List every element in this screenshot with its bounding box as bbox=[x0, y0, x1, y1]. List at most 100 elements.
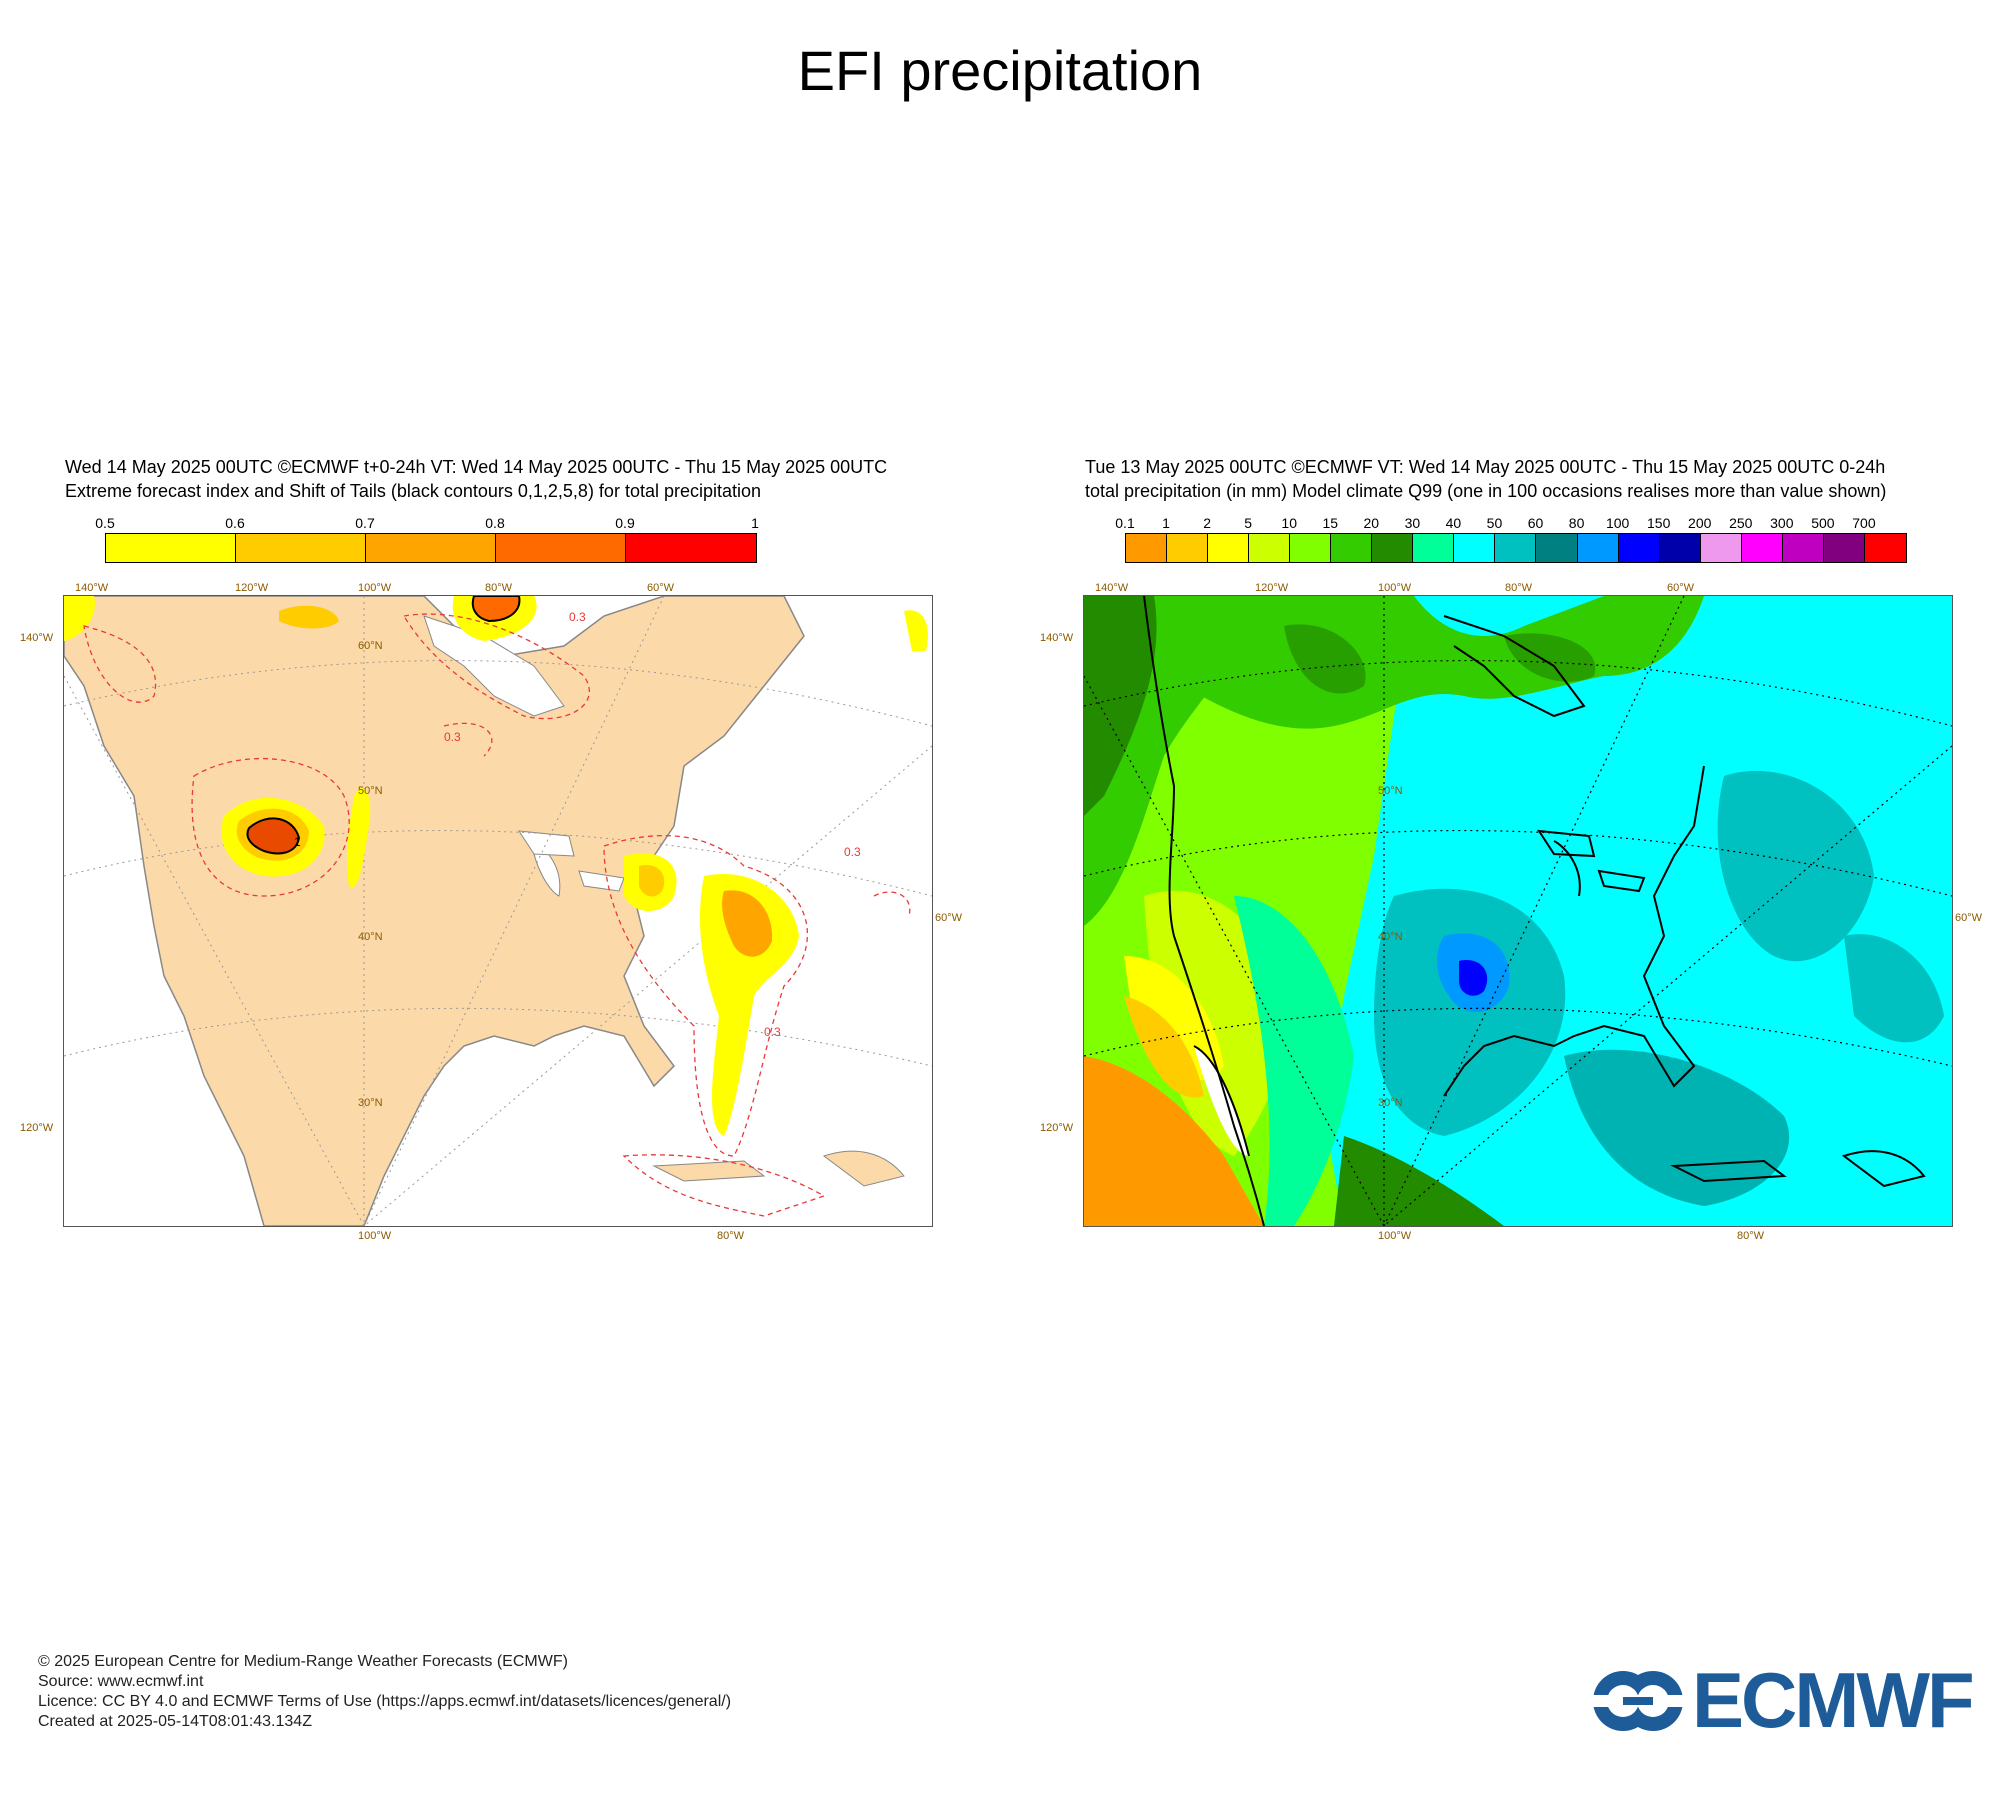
efi-colorbar: 0.5 0.6 0.7 0.8 0.9 1 bbox=[95, 515, 759, 563]
q99-panel: Tue 13 May 2025 00UTC ©ECMWF VT: Wed 14 … bbox=[1040, 455, 2000, 1255]
lon-label: 60°W bbox=[1667, 582, 1695, 594]
q99-header-line1: Tue 13 May 2025 00UTC ©ECMWF VT: Wed 14 … bbox=[1085, 457, 1886, 477]
footer: © 2025 European Centre for Medium-Range … bbox=[38, 1652, 731, 1732]
lon-label: 100°W bbox=[1378, 1230, 1412, 1242]
efi-header-line1: Wed 14 May 2025 00UTC ©ECMWF t+0-24h VT:… bbox=[65, 457, 888, 477]
q99-colorbar-swatches bbox=[1125, 533, 1907, 563]
q99-colorbar-tick: 80 bbox=[1568, 515, 1585, 531]
contour-label: 0.3 bbox=[444, 730, 461, 744]
lon-label: 80°W bbox=[717, 1230, 745, 1242]
lon-label: 120°W bbox=[1255, 582, 1289, 594]
ecmwf-logo: ECMWF bbox=[1590, 1655, 1975, 1746]
page-title: EFI precipitation bbox=[797, 39, 1203, 102]
contour-label: 0.3 bbox=[844, 845, 861, 859]
footer-copyright: © 2025 European Centre for Medium-Range … bbox=[38, 1653, 568, 1670]
lon-label: 120°W bbox=[235, 582, 269, 594]
efi-colorbar-tick: 0.6 bbox=[225, 515, 245, 531]
colorbar-swatch bbox=[1454, 534, 1496, 562]
lon-label: 140°W bbox=[1095, 582, 1129, 594]
q99-colorbar-tick: 10 bbox=[1281, 515, 1297, 531]
lat-label: 50°N bbox=[1378, 785, 1403, 797]
colorbar-swatch bbox=[1618, 534, 1660, 562]
lat-label: 40°N bbox=[1378, 931, 1403, 943]
efi-header: Wed 14 May 2025 00UTC ©ECMWF t+0-24h VT:… bbox=[65, 455, 887, 503]
q99-map[interactable] bbox=[1083, 595, 1953, 1227]
colorbar-swatch bbox=[366, 534, 496, 562]
lon-label: 100°W bbox=[1378, 582, 1412, 594]
q99-colorbar-tick: 30 bbox=[1404, 515, 1421, 531]
q99-colorbar-tick: 200 bbox=[1688, 515, 1712, 531]
lat-label: 140°W bbox=[20, 632, 54, 644]
contour-label: 0.3 bbox=[764, 1025, 781, 1039]
lon-label: 100°W bbox=[358, 582, 392, 594]
colorbar-swatch bbox=[1372, 534, 1414, 562]
contour-label: 0.3 bbox=[569, 610, 586, 624]
lat-label: 60°W bbox=[935, 912, 963, 924]
colorbar-swatch bbox=[1823, 534, 1865, 562]
colorbar-swatch bbox=[1864, 534, 1906, 562]
lat-label: 140°W bbox=[1040, 632, 1074, 644]
q99-colorbar: 0.1 1 2 5 10 15 20 30 40 50 60 80 100 150 200 250 300 500… bbox=[1115, 515, 1907, 563]
colorbar-swatch bbox=[1659, 534, 1701, 562]
efi-header-line2: Extreme forecast index and Shift of Tail… bbox=[65, 481, 762, 501]
colorbar-swatch bbox=[1741, 534, 1783, 562]
ecmwf-logo-text: ECMWF bbox=[1692, 1656, 1975, 1744]
q99-colorbar-tick: 20 bbox=[1363, 515, 1380, 531]
efi-colorbar-tick: 1 bbox=[751, 515, 759, 531]
colorbar-swatch bbox=[496, 534, 626, 562]
colorbar-swatch bbox=[1249, 534, 1291, 562]
colorbar-swatch bbox=[1577, 534, 1619, 562]
colorbar-swatch bbox=[106, 534, 236, 562]
q99-colorbar-tick: 100 bbox=[1605, 515, 1630, 531]
q99-colorbar-tick: 15 bbox=[1322, 515, 1339, 531]
footer-licence: Licence: CC BY 4.0 and ECMWF Terms of Us… bbox=[38, 1693, 732, 1710]
colorbar-swatch bbox=[1413, 534, 1455, 562]
q99-header-line2: total precipitation (in mm) Model climat… bbox=[1085, 481, 1887, 501]
q99-header: Tue 13 May 2025 00UTC ©ECMWF VT: Wed 14 … bbox=[1085, 455, 1886, 503]
q99-colorbar-tick: 5 bbox=[1244, 515, 1253, 531]
q99-colorbar-tick: 150 bbox=[1646, 515, 1671, 531]
colorbar-swatch bbox=[1700, 534, 1742, 562]
colorbar-swatch bbox=[236, 534, 366, 562]
lat-label: 30°N bbox=[1378, 1097, 1403, 1109]
q99-colorbar-tick: 40 bbox=[1445, 515, 1462, 531]
q99-colorbar-tick: 250 bbox=[1729, 515, 1753, 531]
q99-colorbar-tick: 1 bbox=[1162, 515, 1170, 531]
q99-colorbar-tick: 0.1 bbox=[1115, 515, 1135, 531]
footer-source: Source: www.ecmwf.int bbox=[38, 1673, 204, 1690]
q99-colorbar-tick: 500 bbox=[1811, 515, 1835, 531]
lat-label: 120°W bbox=[20, 1122, 54, 1134]
lat-label: 50°N bbox=[358, 785, 383, 797]
lat-label: 60°N bbox=[358, 640, 383, 652]
efi-colorbar-swatches bbox=[105, 533, 757, 563]
contour-label-mark: 1 bbox=[294, 835, 301, 849]
lon-label: 60°W bbox=[647, 582, 675, 594]
colorbar-swatch bbox=[1126, 534, 1168, 562]
efi-panel: Wed 14 May 2025 00UTC ©ECMWF t+0-24h VT:… bbox=[20, 455, 995, 1255]
colorbar-swatch bbox=[626, 534, 756, 562]
lon-label: 80°W bbox=[1737, 1230, 1765, 1242]
footer-created: Created at 2025-05-14T08:01:43.134Z bbox=[38, 1713, 312, 1730]
lon-label: 80°W bbox=[1505, 582, 1533, 594]
colorbar-swatch bbox=[1167, 534, 1209, 562]
lon-label: 80°W bbox=[485, 582, 513, 594]
q99-colorbar-tick: 60 bbox=[1527, 515, 1544, 531]
efi-colorbar-tick: 0.8 bbox=[485, 515, 505, 531]
lat-label: 30°N bbox=[358, 1097, 383, 1109]
lon-label: 100°W bbox=[358, 1230, 392, 1242]
efi-colorbar-tick: 0.9 bbox=[615, 515, 635, 531]
lon-label: 140°W bbox=[75, 582, 109, 594]
colorbar-swatch bbox=[1290, 534, 1332, 562]
colorbar-swatch bbox=[1495, 534, 1537, 562]
colorbar-swatch bbox=[1782, 534, 1824, 562]
lat-label: 40°N bbox=[358, 931, 383, 943]
land-mass bbox=[64, 596, 805, 1226]
efi-colorbar-tick: 0.5 bbox=[95, 515, 115, 531]
q99-colorbar-tick: 50 bbox=[1486, 515, 1503, 531]
q99-colorbar-tick: 700 bbox=[1852, 515, 1876, 531]
colorbar-swatch bbox=[1536, 534, 1578, 562]
q99-colorbar-tick: 300 bbox=[1770, 515, 1794, 531]
colorbar-swatch bbox=[1208, 534, 1250, 562]
efi-map[interactable]: 1 0.3 0.3 0.3 0.3 bbox=[63, 595, 933, 1227]
ecmwf-logo-icon bbox=[1590, 1670, 1686, 1731]
